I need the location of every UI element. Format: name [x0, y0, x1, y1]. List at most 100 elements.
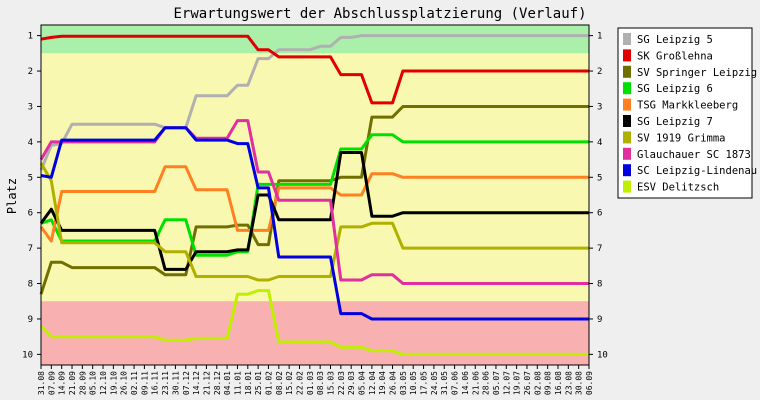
series-line-2 [39, 105, 589, 295]
y-tick-label: 1 [28, 32, 33, 42]
x-tick-label: 23.11 [161, 371, 170, 395]
y-tick-label: 10 [597, 350, 608, 360]
x-tick-label: 31.08 [37, 371, 46, 395]
x-tick-label: 30.08 [575, 371, 584, 395]
x-tick-label: 09.08 [544, 371, 553, 395]
legend-box [617, 27, 753, 199]
series-line-5 [39, 151, 589, 271]
x-tick-label: 16.11 [151, 371, 160, 395]
x-tick-label: 14.09 [58, 371, 67, 395]
x-tick-label: 02.08 [533, 371, 542, 395]
legend-label-2: SV Springer Leipzig [637, 67, 757, 79]
series-lines [39, 34, 589, 356]
y-tick-label: 9 [28, 315, 33, 325]
series-line-0 [39, 34, 589, 171]
x-tick-label: 11.01 [234, 371, 243, 395]
y-tick-label: 9 [597, 315, 602, 325]
series-line-7 [39, 119, 589, 285]
y-tick-label: 3 [28, 102, 33, 112]
series-line-9 [39, 289, 589, 356]
legend: SG Leipzig 5 SK Großlehna SV Springer Leip… [617, 27, 757, 199]
x-tick-label: 08.03 [316, 371, 325, 395]
x-tick-label: 02.11 [130, 371, 139, 395]
series-line-4 [39, 165, 589, 243]
legend-label-8: SC Leipzig-Lindenau [637, 165, 757, 177]
x-tick-label: 31.05 [440, 371, 449, 395]
x-tick-label: 21.09 [68, 371, 77, 395]
y-ticks: 1 1 2 2 3 3 4 4 5 5 6 6 7 7 8 8 9 9 10 10 [22, 32, 608, 361]
x-tick-label: 19.07 [513, 371, 522, 395]
y-tick-label: 8 [597, 280, 602, 290]
y-tick-label: 8 [28, 280, 33, 290]
x-tick-label: 23.08 [564, 371, 573, 395]
x-tick-label: 14.06 [461, 371, 470, 395]
x-tick-label: 22.03 [337, 371, 346, 395]
x-tick-label: 17.05 [420, 371, 429, 395]
legend-label-5: SG Leipzig 7 [637, 116, 713, 128]
x-tick-label: 16.08 [554, 371, 563, 395]
x-tick-label: 19.10 [109, 371, 118, 395]
legend-swatch-7 [623, 147, 631, 160]
x-tick-label: 04.01 [223, 371, 232, 395]
x-tick-label: 06.09 [585, 371, 594, 395]
y-tick-label: 7 [28, 244, 33, 254]
x-tick-label: 18.01 [244, 371, 253, 395]
x-tick-label: 12.10 [99, 371, 108, 395]
series-line-6 [39, 162, 589, 282]
y-tick-label: 10 [22, 350, 33, 360]
legend-swatch-1 [623, 49, 631, 62]
x-tick-label: 05.07 [492, 371, 501, 395]
plot-frame [40, 24, 590, 366]
y-tick-label: 5 [597, 173, 602, 183]
x-tick-label: 26.07 [523, 371, 532, 395]
x-tick-label: 28.12 [213, 371, 222, 395]
x-tick-label: 19.04 [378, 371, 387, 395]
series-line-3 [40, 133, 589, 257]
y-tick-label: 6 [597, 209, 602, 219]
x-tick-label: 10.05 [409, 371, 418, 395]
y-tick-label: 1 [597, 32, 602, 42]
x-tick-label: 08.02 [275, 371, 284, 395]
legend-swatch-2 [623, 65, 631, 78]
x-tick-label: 14.12 [192, 371, 201, 395]
legend-label-3: SG Leipzig 6 [637, 83, 713, 95]
legend-swatch-8 [623, 164, 631, 177]
legend-label-0: SG Leipzig 5 [637, 34, 713, 46]
series-line-8 [40, 126, 589, 321]
x-tick-label: 29.03 [347, 371, 356, 395]
x-tick-label: 15.02 [285, 371, 294, 395]
x-tick-label: 15.03 [327, 371, 336, 395]
legend-label-1: SK Großlehna [637, 50, 713, 62]
x-tick-label: 01.03 [306, 371, 315, 395]
legend-swatch-3 [623, 82, 631, 95]
y-tick-label: 7 [597, 244, 602, 254]
legend-label-6: SV 1919 Grimma [637, 132, 726, 144]
y-tick-label: 3 [597, 102, 602, 112]
legend-swatch-9 [623, 180, 631, 193]
x-tick-label: 12.07 [502, 371, 511, 395]
x-tick-label: 22.02 [296, 371, 305, 395]
legend-label-9: ESV Delitzsch [637, 182, 719, 194]
x-tick-label: 05.10 [89, 371, 98, 395]
y-tick-label: 6 [28, 209, 33, 219]
x-tick-label: 26.04 [389, 371, 398, 395]
x-tick-label: 21.12 [202, 371, 211, 395]
x-tick-label: 21.06 [471, 371, 480, 395]
y-tick-label: 4 [597, 138, 602, 148]
y-tick-label: 2 [28, 67, 33, 77]
legend-swatch-6 [623, 131, 631, 144]
legend-swatch-5 [623, 115, 631, 127]
y-tick-label: 2 [597, 67, 602, 77]
x-tick-label: 07.12 [182, 371, 191, 395]
x-tick-label: 07.06 [451, 371, 460, 395]
x-tick-label: 26.10 [120, 371, 129, 395]
x-tick-label: 03.05 [399, 371, 408, 395]
x-tick-label: 28.09 [78, 371, 87, 395]
series-line-1 [40, 34, 589, 105]
legend-label-7: Glauchauer SC 1873 [637, 149, 751, 161]
x-tick-label: 12.04 [368, 371, 377, 395]
x-tick-label: 05.04 [358, 371, 367, 395]
x-tick-label: 28.06 [482, 371, 491, 395]
